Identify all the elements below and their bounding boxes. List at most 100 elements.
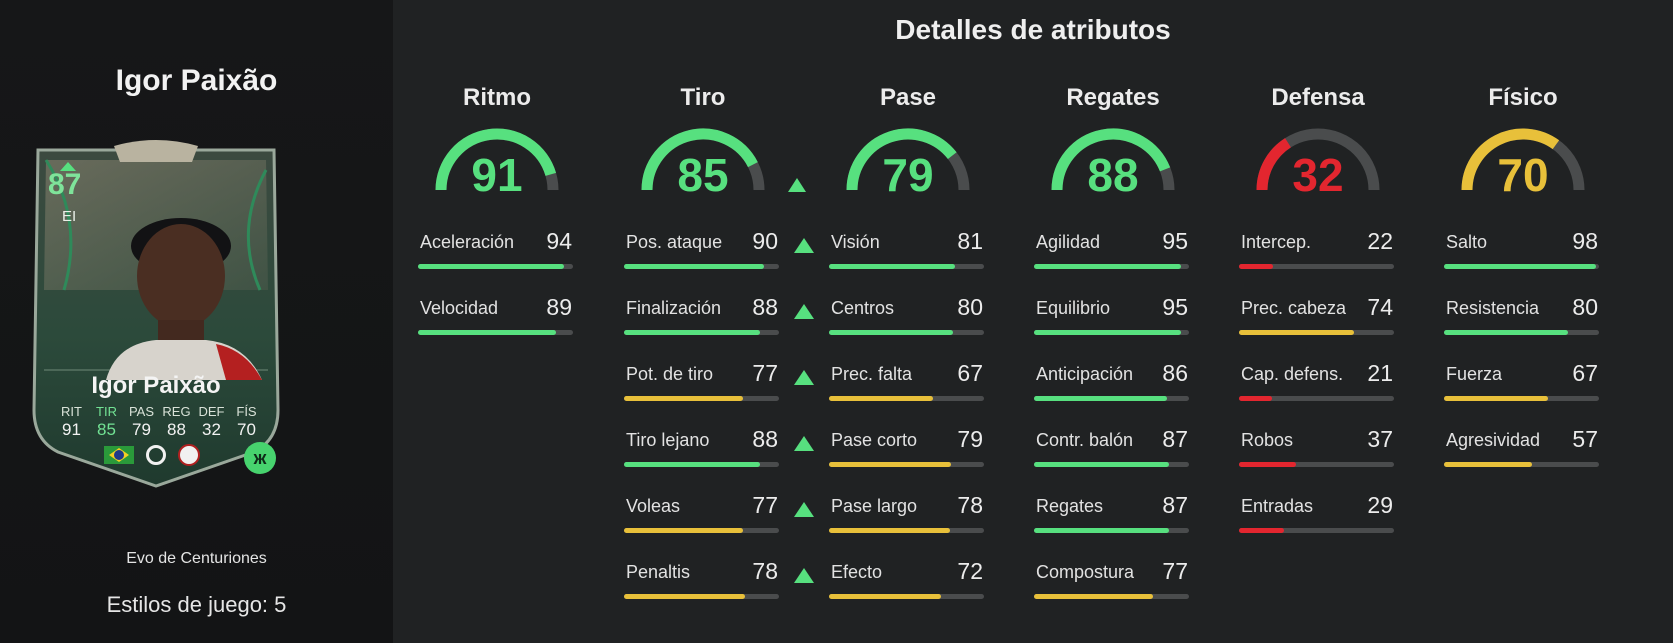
attribute-name: Voleas bbox=[626, 496, 681, 516]
category-title: Ritmo bbox=[463, 84, 531, 111]
attribute-upgrade-icon bbox=[794, 568, 814, 583]
category-value: 70 bbox=[1497, 149, 1549, 201]
playstyles-count: Estilos de juego: 5 bbox=[106, 592, 287, 617]
attribute-bar-track bbox=[1239, 264, 1394, 269]
card-stat: PAS 79 bbox=[124, 404, 159, 440]
attribute-bar-track bbox=[1239, 330, 1394, 335]
card-stat-value: 91 bbox=[62, 420, 81, 439]
category-value: 88 bbox=[1087, 149, 1139, 201]
gauge-fill bbox=[1461, 128, 1560, 191]
attribute-name: Entradas bbox=[1241, 496, 1314, 516]
attribute-value: 78 bbox=[752, 558, 778, 584]
attribute-upgrade-icon bbox=[794, 436, 814, 451]
attribute-name: Contr. balón bbox=[1036, 430, 1134, 450]
attribute-value: 21 bbox=[1367, 360, 1393, 386]
attribute-name: Pos. ataque bbox=[626, 232, 723, 252]
attribute-value: 74 bbox=[1367, 294, 1393, 320]
card-stat-value: 85 bbox=[97, 420, 116, 439]
gauge-fill bbox=[846, 128, 957, 191]
attribute-bar-track bbox=[829, 396, 984, 401]
attribute-name: Pase corto bbox=[831, 430, 918, 450]
attribute-bar-fill bbox=[418, 330, 556, 335]
player-card[interactable]: 87 EI Igor Paixão RIT 91 TIR 85 PAS 79 REG 88 DE… bbox=[24, 140, 288, 490]
attribute-bar-track bbox=[1444, 396, 1599, 401]
attribute-bar-track bbox=[1034, 462, 1189, 467]
attribute-bar-fill bbox=[1444, 462, 1533, 467]
attribute-bar-fill bbox=[1444, 396, 1548, 401]
attribute-value: 79 bbox=[957, 426, 983, 452]
category-upgrade-icon bbox=[788, 178, 806, 192]
attribute-value: 57 bbox=[1572, 426, 1598, 452]
card-stat-label: RIT bbox=[61, 404, 82, 419]
gauge-fill bbox=[1256, 138, 1292, 191]
attribute-bar-fill bbox=[829, 330, 953, 335]
card-stat: REG 88 bbox=[159, 404, 194, 440]
attribute-value: 80 bbox=[1572, 294, 1598, 320]
attribute-name: Anticipación bbox=[1036, 364, 1134, 384]
attribute-name: Agilidad bbox=[1036, 232, 1101, 252]
evolution-icon: ж bbox=[244, 442, 276, 474]
evolution-name: Evo de Centuriones bbox=[126, 550, 267, 567]
attribute-bar-track bbox=[829, 330, 984, 335]
attribute-bar-track bbox=[829, 462, 984, 467]
attribute-name: Prec. falta bbox=[831, 364, 913, 384]
attribute-value: 78 bbox=[957, 492, 983, 518]
attribute-value: 67 bbox=[1572, 360, 1598, 386]
category-value: 91 bbox=[471, 149, 523, 201]
attribute-value: 90 bbox=[752, 228, 778, 254]
attribute-value: 22 bbox=[1367, 228, 1393, 254]
attribute-bar-track bbox=[1239, 462, 1394, 467]
attribute-bar-track bbox=[829, 594, 984, 599]
attribute-value: 95 bbox=[1162, 228, 1188, 254]
card-badges bbox=[104, 444, 200, 466]
attribute-name: Velocidad bbox=[420, 298, 499, 318]
attribute-bar-track bbox=[1034, 264, 1189, 269]
attribute-upgrade-icon bbox=[794, 370, 814, 385]
category-gauge bbox=[1256, 128, 1380, 191]
attribute-value: 77 bbox=[752, 492, 778, 518]
attribute-name: Pase largo bbox=[831, 496, 918, 516]
attribute-bar-track bbox=[1034, 396, 1189, 401]
attribute-value: 94 bbox=[546, 228, 572, 254]
attributes-panel: Detalles de atributos Ritmo 91 Aceleración… bbox=[393, 0, 1673, 643]
attribute-bar-fill bbox=[624, 264, 764, 269]
attribute-bar-fill bbox=[1034, 594, 1154, 599]
player-photo bbox=[106, 218, 262, 380]
category-value: 85 bbox=[677, 149, 729, 201]
attribute-bar-fill bbox=[1034, 462, 1169, 467]
category-title: Regates bbox=[1066, 84, 1160, 111]
attribute-bar-fill bbox=[1034, 264, 1182, 269]
attribute-bar-track bbox=[1239, 396, 1394, 401]
category-value: 32 bbox=[1292, 149, 1344, 201]
attribute-upgrade-icon bbox=[794, 304, 814, 319]
attribute-bar-fill bbox=[1239, 330, 1354, 335]
category-gauge bbox=[435, 128, 559, 191]
attribute-bar-fill bbox=[418, 264, 564, 269]
club-crest-icon bbox=[178, 444, 200, 466]
attribute-bar-track bbox=[624, 396, 779, 401]
attribute-bar-fill bbox=[829, 396, 933, 401]
attribute-name: Fuerza bbox=[1446, 364, 1503, 384]
attribute-bar-track bbox=[1239, 528, 1394, 533]
attribute-name: Resistencia bbox=[1446, 298, 1540, 318]
attribute-name: Efecto bbox=[831, 562, 883, 582]
attribute-bar-fill bbox=[829, 594, 941, 599]
attribute-bar-fill bbox=[829, 528, 950, 533]
card-stat-value: 79 bbox=[132, 420, 151, 439]
attribute-bar-fill bbox=[829, 264, 955, 269]
attribute-name: Robos bbox=[1241, 430, 1294, 450]
attribute-value: 89 bbox=[546, 294, 572, 320]
attribute-value: 77 bbox=[752, 360, 778, 386]
category-title: Defensa bbox=[1271, 84, 1365, 111]
attribute-bar-fill bbox=[1034, 396, 1168, 401]
section-title: Detalles de atributos bbox=[895, 14, 1171, 45]
attribute-bar-track bbox=[1444, 264, 1599, 269]
card-stat-value: 70 bbox=[237, 420, 256, 439]
attribute-upgrade-icon bbox=[794, 238, 814, 253]
attribute-name: Cap. defens. bbox=[1241, 364, 1344, 384]
card-stat-label: REG bbox=[162, 404, 191, 419]
attribute-bar-track bbox=[829, 528, 984, 533]
attribute-value: 77 bbox=[1162, 558, 1188, 584]
attribute-name: Finalización bbox=[626, 298, 722, 318]
category-gauge bbox=[846, 128, 970, 191]
